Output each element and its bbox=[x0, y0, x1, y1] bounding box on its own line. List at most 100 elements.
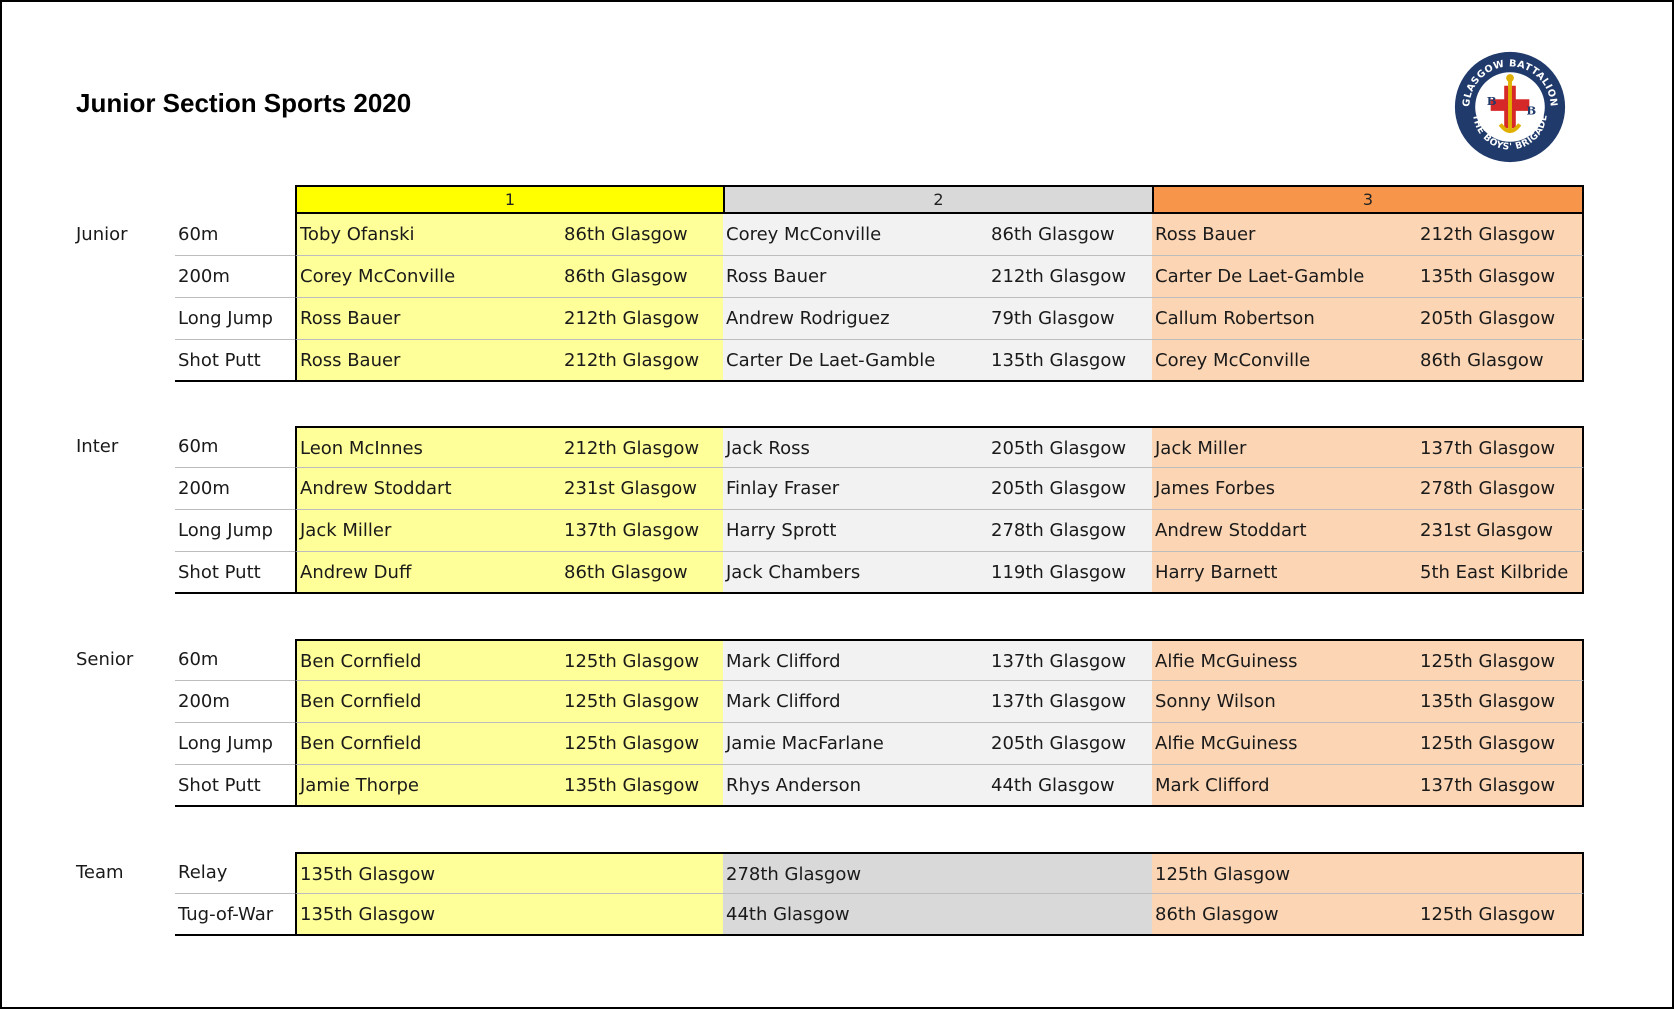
competitor-name: 135th Glasgow bbox=[300, 904, 436, 925]
company-name: 212th Glasgow bbox=[1420, 224, 1556, 245]
competitor-name: Carter De Laet-Gamble bbox=[1155, 266, 1365, 287]
company-name: 125th Glasgow bbox=[564, 651, 700, 672]
result-cell-place-1: Ben Cornfield 125th Glasgow bbox=[295, 639, 725, 681]
event-label: Relay bbox=[175, 852, 295, 894]
place-header-first: 1 bbox=[295, 185, 725, 214]
result-cell-place-2: Jack Chambers 119th Glasgow bbox=[723, 552, 1154, 594]
result-cell-place-2: Mark Clifford 137th Glasgow bbox=[723, 639, 1154, 681]
result-cell-place-3: Corey McConville 86th Glasgow bbox=[1152, 340, 1584, 382]
result-cell-place-3: Harry Barnett 5th East Kilbride bbox=[1152, 552, 1584, 594]
section-label: Inter bbox=[76, 436, 119, 457]
competitor-name: Ross Bauer bbox=[300, 350, 401, 371]
result-cell-place-2: Finlay Fraser 205th Glasgow bbox=[723, 468, 1154, 510]
competitor-name: Harry Barnett bbox=[1155, 562, 1278, 583]
company-name: 44th Glasgow bbox=[991, 775, 1115, 796]
section-label: Team bbox=[76, 862, 124, 883]
company-name: 205th Glasgow bbox=[991, 478, 1127, 499]
result-cell-place-2: Jack Ross 205th Glasgow bbox=[723, 426, 1154, 468]
table-row: 200m Andrew Stoddart 231st Glasgow Finlay F… bbox=[2, 468, 1584, 510]
competitor-name: Mark Clifford bbox=[726, 691, 841, 712]
competitor-name: Alfie McGuiness bbox=[1155, 651, 1298, 672]
event-label: 200m bbox=[175, 256, 295, 298]
section-label: Junior bbox=[76, 224, 128, 245]
page-title: Junior Section Sports 2020 bbox=[76, 88, 412, 118]
competitor-name: Finlay Fraser bbox=[726, 478, 840, 499]
place-header-second: 2 bbox=[723, 185, 1154, 214]
company-name: 137th Glasgow bbox=[991, 651, 1127, 672]
competitor-name: 125th Glasgow bbox=[1155, 864, 1291, 885]
table-row: Shot Putt Andrew Duff 86th Glasgow Jack Cha… bbox=[2, 552, 1584, 594]
competitor-name: Jack Ross bbox=[726, 438, 810, 459]
result-cell-place-1: Ben Cornfield 125th Glasgow bbox=[295, 723, 725, 765]
competitor-name: Callum Robertson bbox=[1155, 308, 1315, 329]
result-cell-place-1: Andrew Duff 86th Glasgow bbox=[295, 552, 725, 594]
result-cell-place-1: 135th Glasgow bbox=[295, 852, 725, 894]
result-cell-place-3: Alfie McGuiness 125th Glasgow bbox=[1152, 639, 1584, 681]
competitor-name: James Forbes bbox=[1155, 478, 1276, 499]
company-name: 135th Glasgow bbox=[991, 350, 1127, 371]
company-name: 135th Glasgow bbox=[564, 775, 700, 796]
event-label: Long Jump bbox=[175, 723, 295, 765]
company-name: 205th Glasgow bbox=[991, 733, 1127, 754]
svg-text:B: B bbox=[1526, 104, 1536, 118]
company-name: 125th Glasgow bbox=[1420, 651, 1556, 672]
table-row: 60m Leon McInnes 212th Glasgow Jack Ross 205… bbox=[2, 426, 1584, 468]
result-cell-place-2: Carter De Laet-Gamble 135th Glasgow bbox=[723, 340, 1154, 382]
place-header-third: 3 bbox=[1152, 185, 1584, 214]
company-name: 79th Glasgow bbox=[991, 308, 1115, 329]
competitor-name: 44th Glasgow bbox=[726, 904, 850, 925]
competitor-name: Corey McConville bbox=[726, 224, 882, 245]
event-label: Shot Putt bbox=[175, 765, 295, 807]
company-name: 231st Glasgow bbox=[564, 478, 698, 499]
company-name: 119th Glasgow bbox=[991, 562, 1127, 583]
company-name: 212th Glasgow bbox=[564, 308, 700, 329]
table-row: Shot Putt Ross Bauer 212th Glasgow Carter D… bbox=[2, 340, 1584, 382]
event-label: 200m bbox=[175, 681, 295, 723]
competitor-name: Leon McInnes bbox=[300, 438, 423, 459]
company-name: 278th Glasgow bbox=[991, 520, 1127, 541]
result-cell-place-2: Corey McConville 86th Glasgow bbox=[723, 214, 1154, 256]
table-row: Long Jump Jack Miller 137th Glasgow Harry S… bbox=[2, 510, 1584, 552]
company-name: 231st Glasgow bbox=[1420, 520, 1554, 541]
competitor-name: Jamie MacFarlane bbox=[726, 733, 884, 754]
competitor-name: Ben Cornfield bbox=[300, 691, 422, 712]
competitor-name: Jack Miller bbox=[300, 520, 392, 541]
result-cell-place-1: Leon McInnes 212th Glasgow bbox=[295, 426, 725, 468]
competitor-name: Mark Clifford bbox=[1155, 775, 1270, 796]
competitor-name: Harry Sprott bbox=[726, 520, 837, 541]
company-name: 137th Glasgow bbox=[1420, 438, 1556, 459]
boys-brigade-logo: GLASGOW BATTALION THE BOYS' BRIGADE B B bbox=[1454, 51, 1566, 163]
company-name: 137th Glasgow bbox=[1420, 775, 1556, 796]
result-cell-place-1: Andrew Stoddart 231st Glasgow bbox=[295, 468, 725, 510]
result-cell-place-3: Mark Clifford 137th Glasgow bbox=[1152, 765, 1584, 807]
result-cell-place-2: Rhys Anderson 44th Glasgow bbox=[723, 765, 1154, 807]
competitor-name: 278th Glasgow bbox=[726, 864, 862, 885]
event-label: Shot Putt bbox=[175, 340, 295, 382]
competitor-name: 135th Glasgow bbox=[300, 864, 436, 885]
competitor-name: Ross Bauer bbox=[300, 308, 401, 329]
company-name: 212th Glasgow bbox=[991, 266, 1127, 287]
company-name: 137th Glasgow bbox=[564, 520, 700, 541]
competitor-name: Ben Cornfield bbox=[300, 733, 422, 754]
event-label: Long Jump bbox=[175, 298, 295, 340]
company-name: 125th Glasgow bbox=[564, 733, 700, 754]
result-cell-place-3: James Forbes 278th Glasgow bbox=[1152, 468, 1584, 510]
company-name: 212th Glasgow bbox=[564, 438, 700, 459]
company-name: 86th Glasgow bbox=[991, 224, 1115, 245]
competitor-name: Alfie McGuiness bbox=[1155, 733, 1298, 754]
table-row: Long Jump Ben Cornfield 125th Glasgow Jamie… bbox=[2, 723, 1584, 765]
competitor-name: Jack Chambers bbox=[726, 562, 861, 583]
competitor-name: Sonny Wilson bbox=[1155, 691, 1276, 712]
competitor-name: Andrew Rodriguez bbox=[726, 308, 890, 329]
result-cell-place-1: Jamie Thorpe 135th Glasgow bbox=[295, 765, 725, 807]
table-row: Tug-of-War 135th Glasgow 44th Glasgow 86th … bbox=[2, 894, 1584, 936]
competitor-name: Rhys Anderson bbox=[726, 775, 862, 796]
result-cell-place-3: 86th Glasgow 125th Glasgow bbox=[1152, 894, 1584, 936]
result-cell-place-2: 44th Glasgow bbox=[723, 894, 1154, 936]
company-name: 86th Glasgow bbox=[564, 224, 688, 245]
competitor-name: Carter De Laet-Gamble bbox=[726, 350, 936, 371]
competitor-name: Jamie Thorpe bbox=[300, 775, 419, 796]
company-name: 135th Glasgow bbox=[1420, 691, 1556, 712]
result-cell-place-3: Jack Miller 137th Glasgow bbox=[1152, 426, 1584, 468]
